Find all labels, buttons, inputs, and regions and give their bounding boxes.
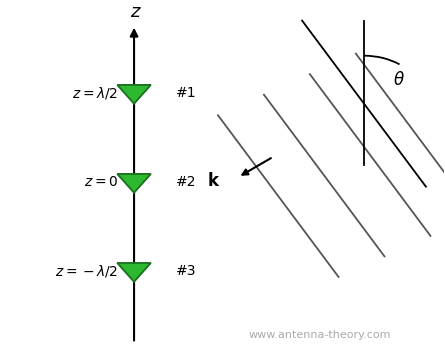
Text: #3: #3 xyxy=(176,264,197,278)
Text: $z$: $z$ xyxy=(130,4,142,21)
Polygon shape xyxy=(117,174,151,193)
Text: www.antenna-theory.com: www.antenna-theory.com xyxy=(249,330,391,340)
Text: #1: #1 xyxy=(176,86,197,100)
Polygon shape xyxy=(117,263,151,282)
Text: $\theta$: $\theta$ xyxy=(393,71,405,89)
Polygon shape xyxy=(117,85,151,104)
Text: $z = 0$: $z = 0$ xyxy=(85,175,118,190)
Text: $z = -\lambda/2$: $z = -\lambda/2$ xyxy=(56,263,118,279)
Text: $z = \lambda/2$: $z = \lambda/2$ xyxy=(73,85,118,102)
Text: #2: #2 xyxy=(176,175,197,190)
Text: $\mathbf{k}$: $\mathbf{k}$ xyxy=(207,172,220,190)
